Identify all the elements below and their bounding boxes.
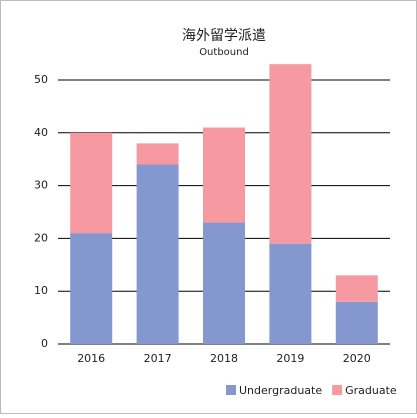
x-tick-label: 2016 [77, 352, 105, 365]
x-tick-label: 2020 [343, 352, 371, 365]
y-tick-label: 40 [34, 126, 48, 139]
x-tick-label: 2017 [144, 352, 172, 365]
y-tick-label: 10 [34, 284, 48, 297]
y-tick-label: 30 [34, 179, 48, 192]
bar-segment [203, 222, 245, 344]
bar-segment [70, 233, 113, 344]
chart-subtitle: Outbound [199, 47, 249, 58]
legend-swatch [226, 385, 236, 395]
bar-segment [335, 301, 378, 344]
y-tick-label: 20 [34, 231, 48, 244]
bar-segment [335, 275, 378, 302]
x-tick-label: 2019 [276, 352, 304, 365]
y-tick-label: 0 [41, 337, 48, 350]
legend-swatch [332, 385, 343, 395]
bar-segment [136, 143, 179, 165]
x-tick-label: 2018 [210, 352, 238, 365]
bar-segment [269, 243, 312, 344]
bar-segment [70, 132, 113, 234]
y-tick-label: 50 [34, 73, 48, 86]
chart-title: 海外留学派遣 [182, 28, 266, 44]
legend-label: Undergraduate [239, 384, 322, 397]
bar-segment [269, 64, 312, 244]
bar-segment [136, 164, 179, 344]
legend-label: Graduate [345, 384, 397, 397]
bar-segment [203, 127, 245, 223]
